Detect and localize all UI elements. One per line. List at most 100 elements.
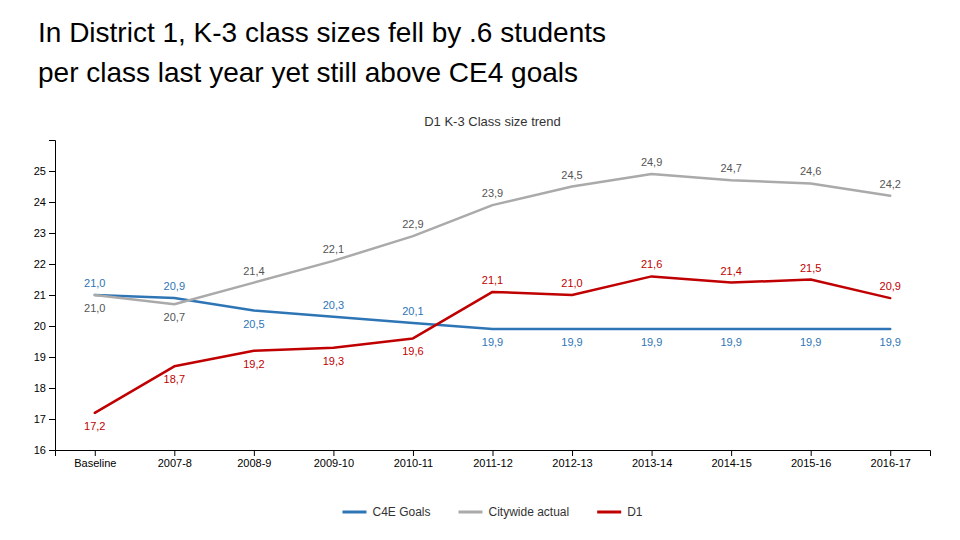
data-label: 24,9: [641, 156, 662, 168]
y-tick-label: 22: [34, 258, 46, 270]
x-tick: 2009-10: [314, 450, 354, 469]
y-tick-label: 18: [34, 382, 46, 394]
data-label: 21,4: [720, 265, 741, 277]
data-label: 18,7: [164, 373, 185, 385]
x-tick: 2010-11: [394, 450, 434, 469]
y-axis-line: [49, 141, 56, 451]
y-tick: 23: [34, 227, 55, 239]
data-label: 21,5: [800, 262, 821, 274]
y-tick-mark: [49, 450, 55, 451]
x-tick: 2012-13: [552, 450, 592, 469]
x-tick-label: 2011-12: [473, 457, 513, 469]
legend-swatch: [342, 511, 366, 514]
data-label: 20,5: [243, 318, 264, 330]
data-label: 19,9: [800, 336, 821, 348]
x-tick-label: 2013-14: [632, 457, 672, 469]
x-tick-mark: [731, 450, 732, 456]
y-tick-label: 19: [34, 351, 46, 363]
y-tick: 16: [34, 444, 55, 456]
data-label: 22,1: [323, 243, 344, 255]
x-tick-label: 2016-17: [871, 457, 911, 469]
x-tick-mark: [413, 450, 414, 456]
data-label: 22,9: [402, 218, 423, 230]
data-label: 24,7: [720, 162, 741, 174]
y-tick-label: 25: [34, 165, 46, 177]
data-label: 21,0: [84, 277, 105, 289]
data-label: 19,9: [482, 336, 503, 348]
y-tick-label: 20: [34, 320, 46, 332]
x-tick: 2011-12: [473, 450, 513, 469]
x-tick-label: 2014-15: [711, 457, 751, 469]
y-tick: 25: [34, 165, 55, 177]
x-tick-mark: [652, 450, 653, 456]
line: [95, 174, 890, 304]
subtitle: per class last year yet still above CE4 …: [38, 57, 578, 88]
y-tick-mark: [49, 357, 55, 358]
data-label: 17,2: [84, 420, 105, 432]
x-tick-mark: [811, 450, 812, 456]
y-tick-mark: [49, 295, 55, 296]
chart-title: D1 K-3 Class size trend: [424, 114, 561, 129]
legend: C4E Goals Citywide actual D1: [342, 505, 642, 519]
legend-swatch: [458, 511, 482, 514]
x-tick-label: 2010-11: [394, 457, 434, 469]
title: In District 1, K-3 class sizes fell by .…: [38, 17, 606, 48]
data-label: 24,5: [561, 169, 582, 181]
data-label: 19,6: [402, 345, 423, 357]
x-axis: Baseline 2007-8 2008-9 2009-10 2010-11 2011-1…: [56, 450, 931, 469]
data-label: 19,2: [243, 358, 264, 370]
legend-label: C4E Goals: [372, 505, 430, 519]
y-tick: 24: [34, 196, 55, 208]
data-label: 19,9: [880, 336, 901, 348]
y-tick-label: 21: [34, 289, 46, 301]
y-tick-label: 16: [34, 444, 46, 456]
x-tick-mark: [333, 450, 334, 456]
x-tick-mark: [95, 450, 96, 456]
legend-item: D1: [597, 505, 643, 519]
x-tick-label: 2012-13: [552, 457, 592, 469]
data-label: 20,9: [880, 280, 901, 292]
y-tick-mark: [49, 233, 55, 234]
plot: D1 K-3 Class size trend Baseline 2007-8 200…: [34, 114, 931, 469]
x-tick: 2015-16: [791, 450, 831, 469]
y-tick: 21: [34, 289, 55, 301]
legend-item: C4E Goals: [342, 505, 430, 519]
data-label: 24,6: [800, 165, 821, 177]
y-tick-mark: [49, 326, 55, 327]
data-label: 19,3: [323, 355, 344, 367]
x-tick-label: 2008-9: [237, 457, 271, 469]
x-tick: Baseline: [74, 450, 116, 469]
x-tick-mark: [890, 450, 891, 456]
data-label: 21,1: [482, 274, 503, 286]
data-label: 19,9: [641, 336, 662, 348]
data-label: 21,4: [243, 265, 264, 277]
data-label: 24,2: [880, 178, 901, 190]
x-tick: 2014-15: [711, 450, 751, 469]
x-tick: 2016-17: [871, 450, 911, 469]
y-tick-mark: [49, 171, 55, 172]
data-label: 20,7: [164, 311, 185, 323]
data-label: 19,9: [720, 336, 741, 348]
data-label: 20,3: [323, 299, 344, 311]
y-tick-mark: [49, 264, 55, 265]
legend-swatch: [597, 511, 621, 514]
x-tick-label: 2015-16: [791, 457, 831, 469]
data-labels: 21,0 21,0 17,2 20,9 20,7 18,7 21,4 20,5 19,2 22,1…: [84, 156, 901, 432]
legend-label: Citywide actual: [488, 505, 569, 519]
marks: [95, 174, 890, 413]
y-tick-label: 24: [34, 196, 46, 208]
x-tick: 2007-8: [158, 450, 192, 469]
y-tick: 19: [34, 351, 55, 363]
y-tick: 18: [34, 382, 55, 394]
data-label: 21,0: [84, 302, 105, 314]
y-axis: 16 17 18 19 20 21 22 23 24 25: [34, 141, 56, 457]
x-tick-label: 2009-10: [314, 457, 354, 469]
x-tick: 2013-14: [632, 450, 672, 469]
y-tick-mark: [49, 388, 55, 389]
y-tick-label: 17: [34, 413, 46, 425]
x-tick-label: Baseline: [74, 457, 116, 469]
x-tick-mark: [174, 450, 175, 456]
data-label: 23,9: [482, 187, 503, 199]
data-label: 20,9: [164, 280, 185, 292]
x-tick: 2008-9: [237, 450, 271, 469]
